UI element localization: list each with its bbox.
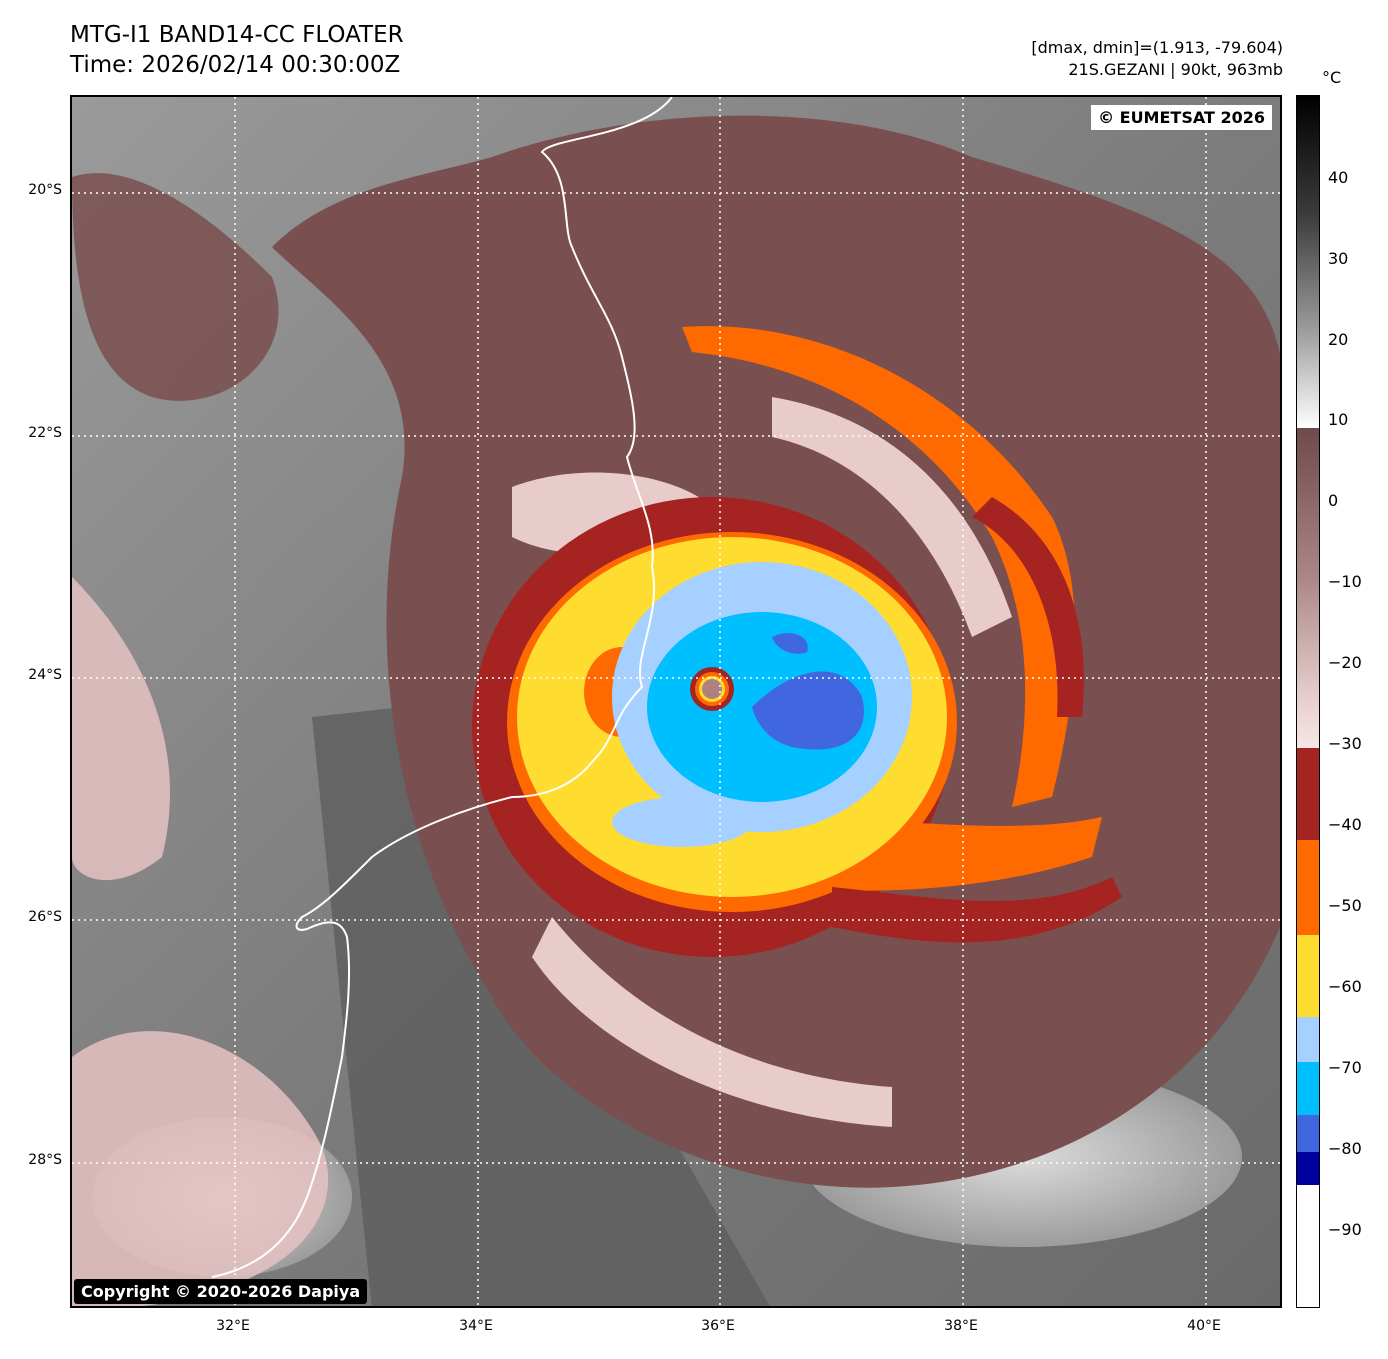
lat-label: 24°S (28, 667, 62, 683)
colorbar-yellow-segment (1297, 935, 1319, 1017)
colorbar-label: −70 (1328, 1058, 1362, 1077)
storm-info: 21S.GEZANI | 90kt, 963mb (1068, 60, 1283, 79)
colorbar-label: 20 (1328, 330, 1349, 349)
colorbar (1296, 95, 1320, 1308)
map-timestamp: Time: 2026/02/14 00:30:00Z (70, 52, 401, 78)
lon-label: 40°E (1187, 1318, 1221, 1334)
colorbar-navy-segment (1297, 1152, 1319, 1185)
coldest-cloud-tops (772, 632, 808, 654)
colorbar-white-segment (1297, 1185, 1319, 1307)
spiral-band (972, 497, 1084, 717)
lon-label: 32°E (216, 1318, 250, 1334)
colorbar-label: −20 (1328, 653, 1362, 672)
spiral-band (682, 326, 1076, 807)
lat-label: 22°S (28, 425, 62, 441)
colorbar-darkred-segment (1297, 748, 1319, 840)
lon-label: 34°E (459, 1318, 493, 1334)
lon-label: 38°E (944, 1318, 978, 1334)
coastline (211, 97, 673, 1278)
colorbar-label: −50 (1328, 896, 1362, 915)
colorbar-label: −10 (1328, 572, 1362, 591)
cloud-shield-pink (532, 917, 892, 1127)
colorbar-cyan-segment (1297, 1062, 1319, 1115)
colorbar-unit: °C (1322, 68, 1342, 87)
lat-label: 28°S (28, 1152, 62, 1168)
cloud-shield-brown (72, 173, 279, 401)
colorbar-lightblue-segment (1297, 1017, 1319, 1062)
lat-label: 26°S (28, 909, 62, 925)
colorbar-label: −40 (1328, 815, 1362, 834)
colorbar-label: 0 (1328, 491, 1339, 510)
colorbar-label: −90 (1328, 1220, 1362, 1239)
outflow-band (832, 877, 1122, 943)
dapiya-credit: Copyright © 2020-2026 Dapiya (74, 1279, 368, 1304)
cloud-shield-pink (772, 397, 1012, 637)
colorbar-orange-segment (1297, 840, 1319, 935)
satellite-map: © EUMETSAT 2026 Copyright © 2020-2026 Da… (70, 95, 1282, 1308)
cloud-shield-pink (72, 1031, 329, 1306)
lat-label: 20°S (28, 182, 62, 198)
colorbar-label: 40 (1328, 168, 1349, 187)
colorbar-label: 30 (1328, 249, 1349, 268)
colorbar-grey-segment (1297, 96, 1319, 428)
satellite-imagery (72, 97, 1280, 1306)
colorbar-label: −60 (1328, 977, 1362, 996)
colorbar-blue-segment (1297, 1115, 1319, 1152)
storm-eye (702, 679, 722, 699)
colorbar-brown-segment (1297, 428, 1319, 748)
coldest-cloud-tops (752, 671, 864, 750)
dmax-dmin-readout: [dmax, dmin]=(1.913, -79.604) (1031, 38, 1283, 57)
cloud-shield-pink (72, 577, 170, 881)
colorbar-label: −30 (1328, 734, 1362, 753)
cloud-top-ring (612, 797, 752, 847)
lon-label: 36°E (701, 1318, 735, 1334)
colorbar-label: 10 (1328, 410, 1349, 429)
map-title: MTG-I1 BAND14-CC FLOATER (70, 22, 404, 48)
colorbar-label: −80 (1328, 1139, 1362, 1158)
graticule (72, 97, 1280, 1306)
eumetsat-credit: © EUMETSAT 2026 (1091, 105, 1272, 130)
